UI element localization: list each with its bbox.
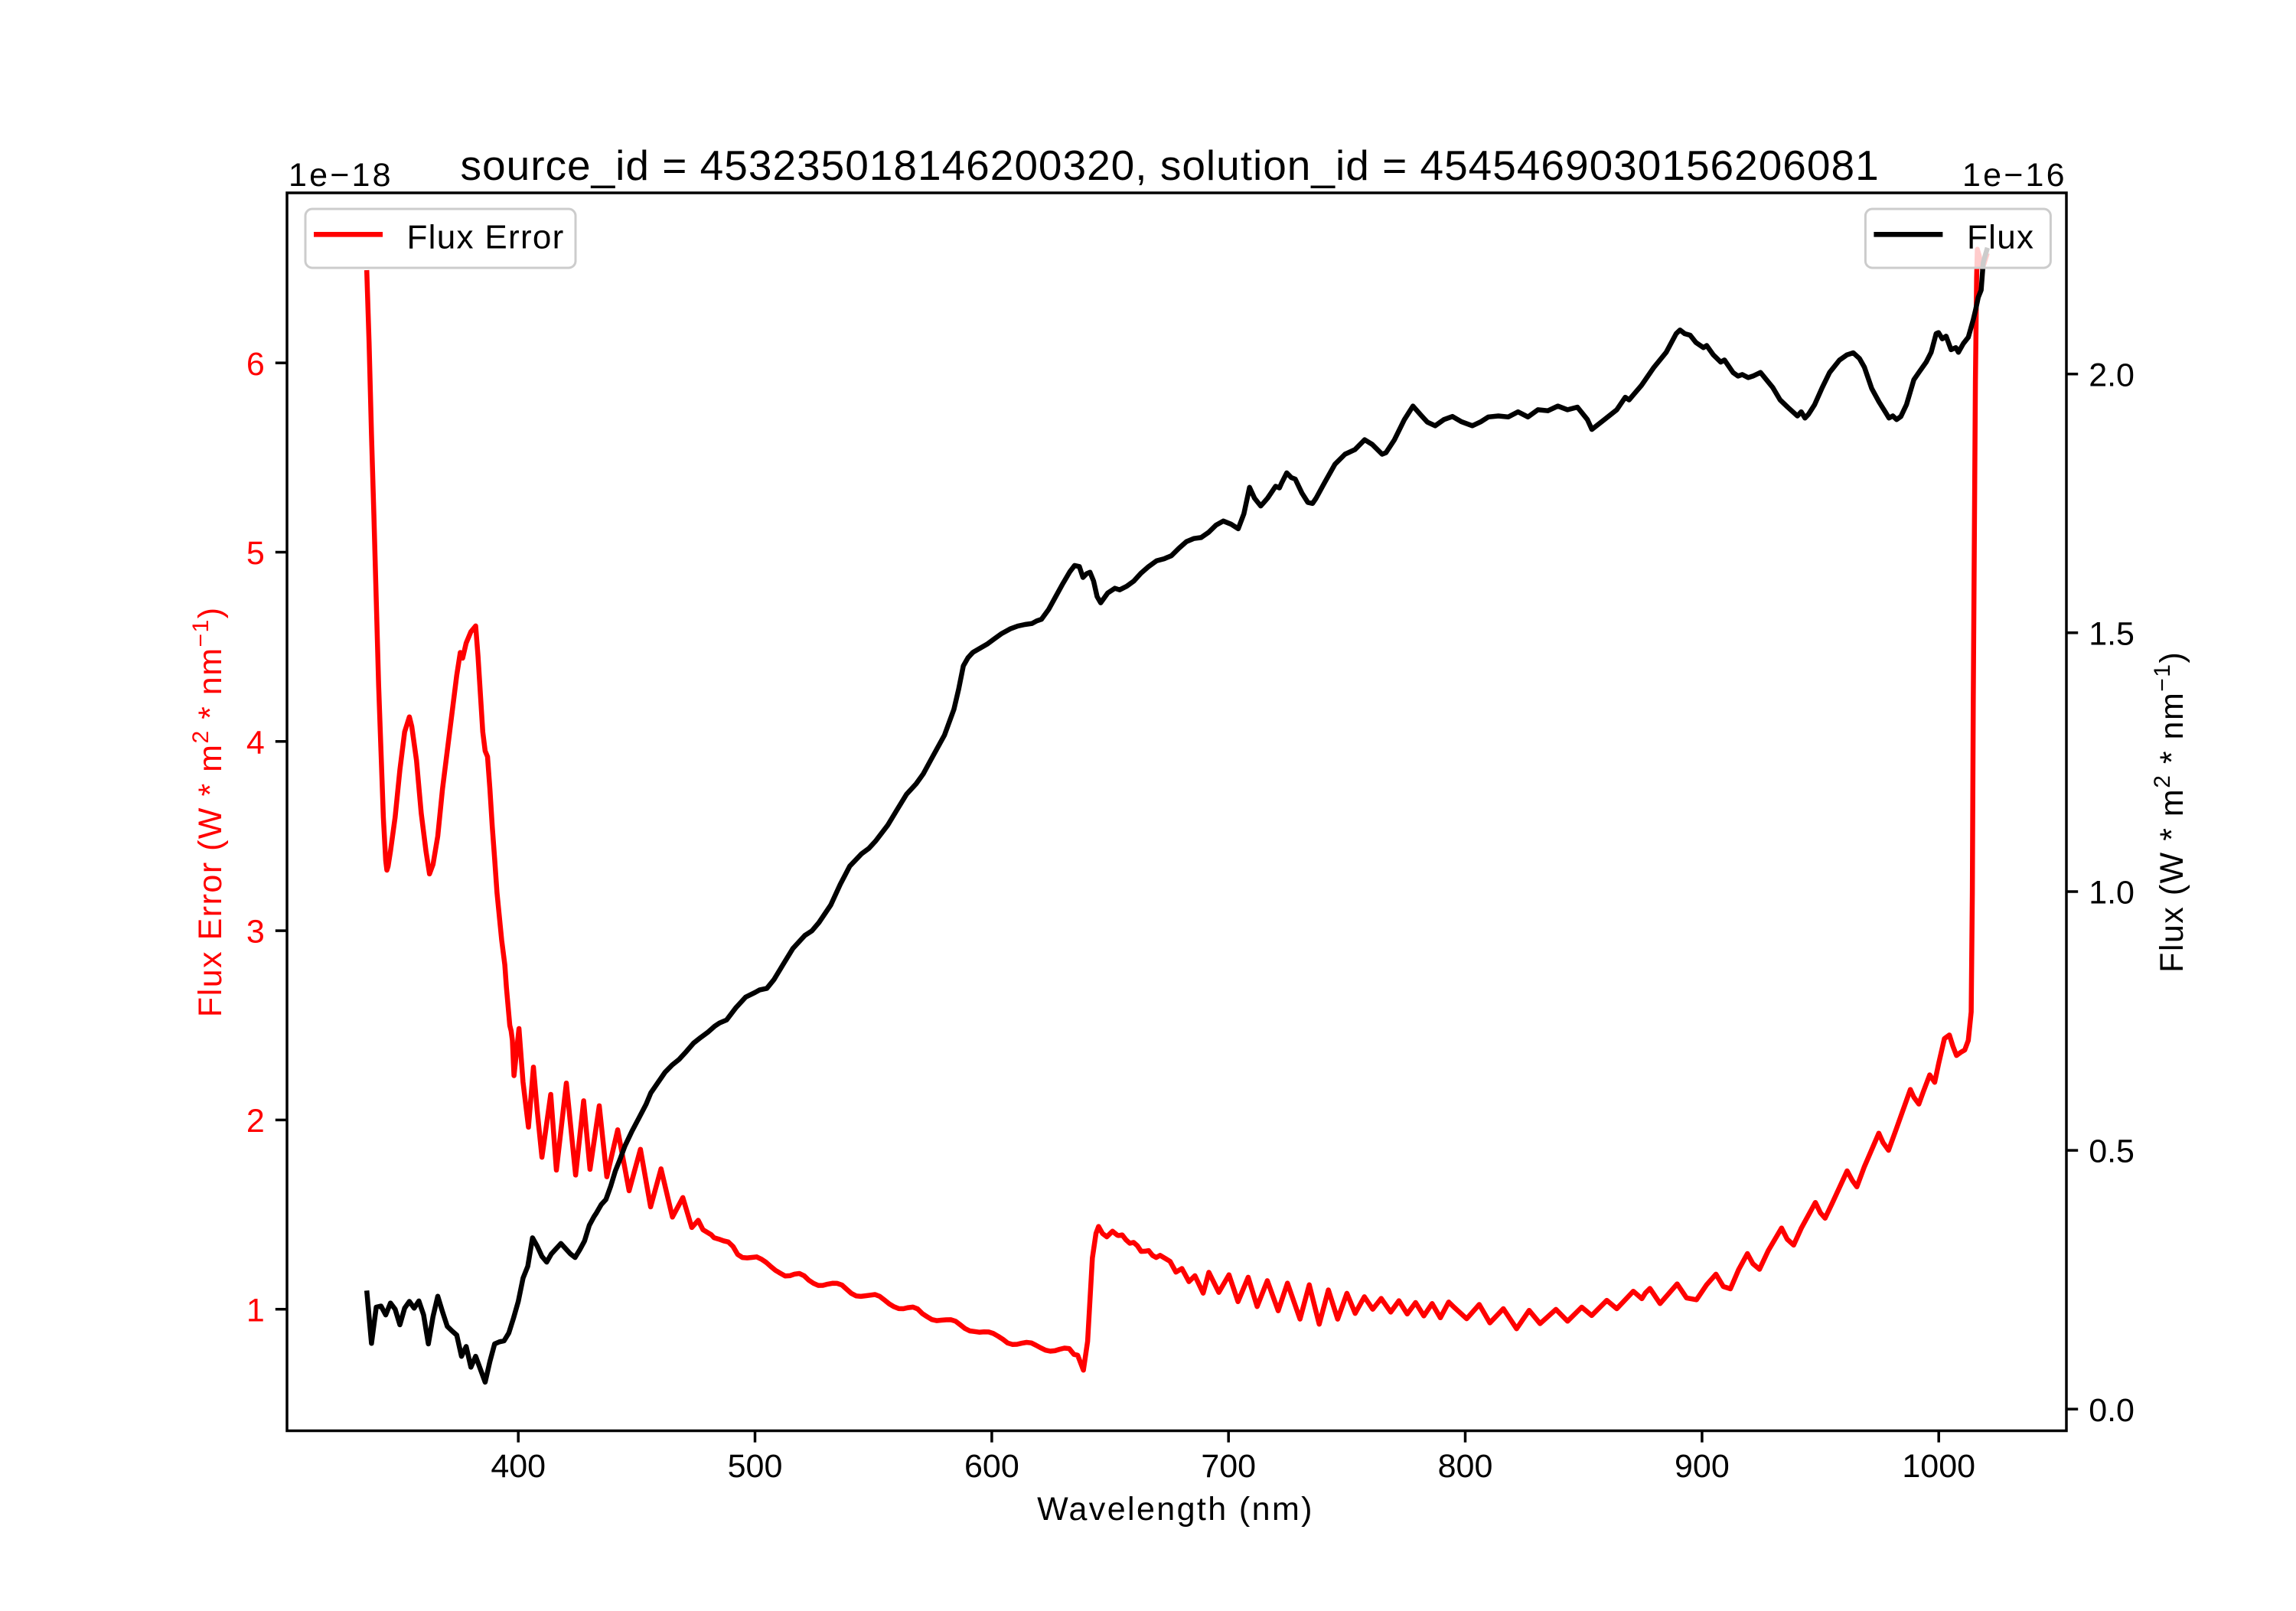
svg-text:4: 4 bbox=[246, 724, 265, 761]
svg-text:1.0: 1.0 bbox=[2089, 875, 2135, 911]
svg-text:Wavelength (nm): Wavelength (nm) bbox=[1037, 1491, 1314, 1528]
svg-text:5: 5 bbox=[246, 535, 265, 572]
svg-text:2.0: 2.0 bbox=[2089, 357, 2135, 393]
svg-text:500: 500 bbox=[728, 1448, 783, 1485]
svg-text:Flux Error (W * m2 * nm−1): Flux Error (W * m2 * nm−1) bbox=[188, 606, 229, 1017]
svg-text:800: 800 bbox=[1438, 1448, 1493, 1485]
svg-text:6: 6 bbox=[246, 346, 265, 383]
svg-text:Flux (W * m2 * nm−1): Flux (W * m2 * nm−1) bbox=[2150, 651, 2190, 973]
svg-text:700: 700 bbox=[1201, 1448, 1256, 1485]
svg-text:1e−18: 1e−18 bbox=[289, 157, 393, 194]
svg-text:2: 2 bbox=[246, 1103, 265, 1140]
svg-text:source_id = 453235018146200320: source_id = 453235018146200320, solution… bbox=[461, 142, 1880, 189]
svg-text:400: 400 bbox=[491, 1448, 546, 1485]
svg-text:1e−16: 1e−16 bbox=[1962, 157, 2067, 194]
svg-text:0.0: 0.0 bbox=[2089, 1392, 2135, 1429]
svg-text:900: 900 bbox=[1675, 1448, 1730, 1485]
svg-text:1000: 1000 bbox=[1902, 1448, 1975, 1485]
svg-text:3: 3 bbox=[246, 914, 265, 951]
svg-text:1: 1 bbox=[246, 1292, 265, 1329]
svg-text:600: 600 bbox=[964, 1448, 1019, 1485]
svg-text:0.5: 0.5 bbox=[2089, 1133, 2135, 1170]
svg-text:Flux: Flux bbox=[1967, 219, 2034, 256]
svg-text:1.5: 1.5 bbox=[2089, 615, 2135, 652]
svg-text:Flux Error: Flux Error bbox=[407, 219, 565, 256]
